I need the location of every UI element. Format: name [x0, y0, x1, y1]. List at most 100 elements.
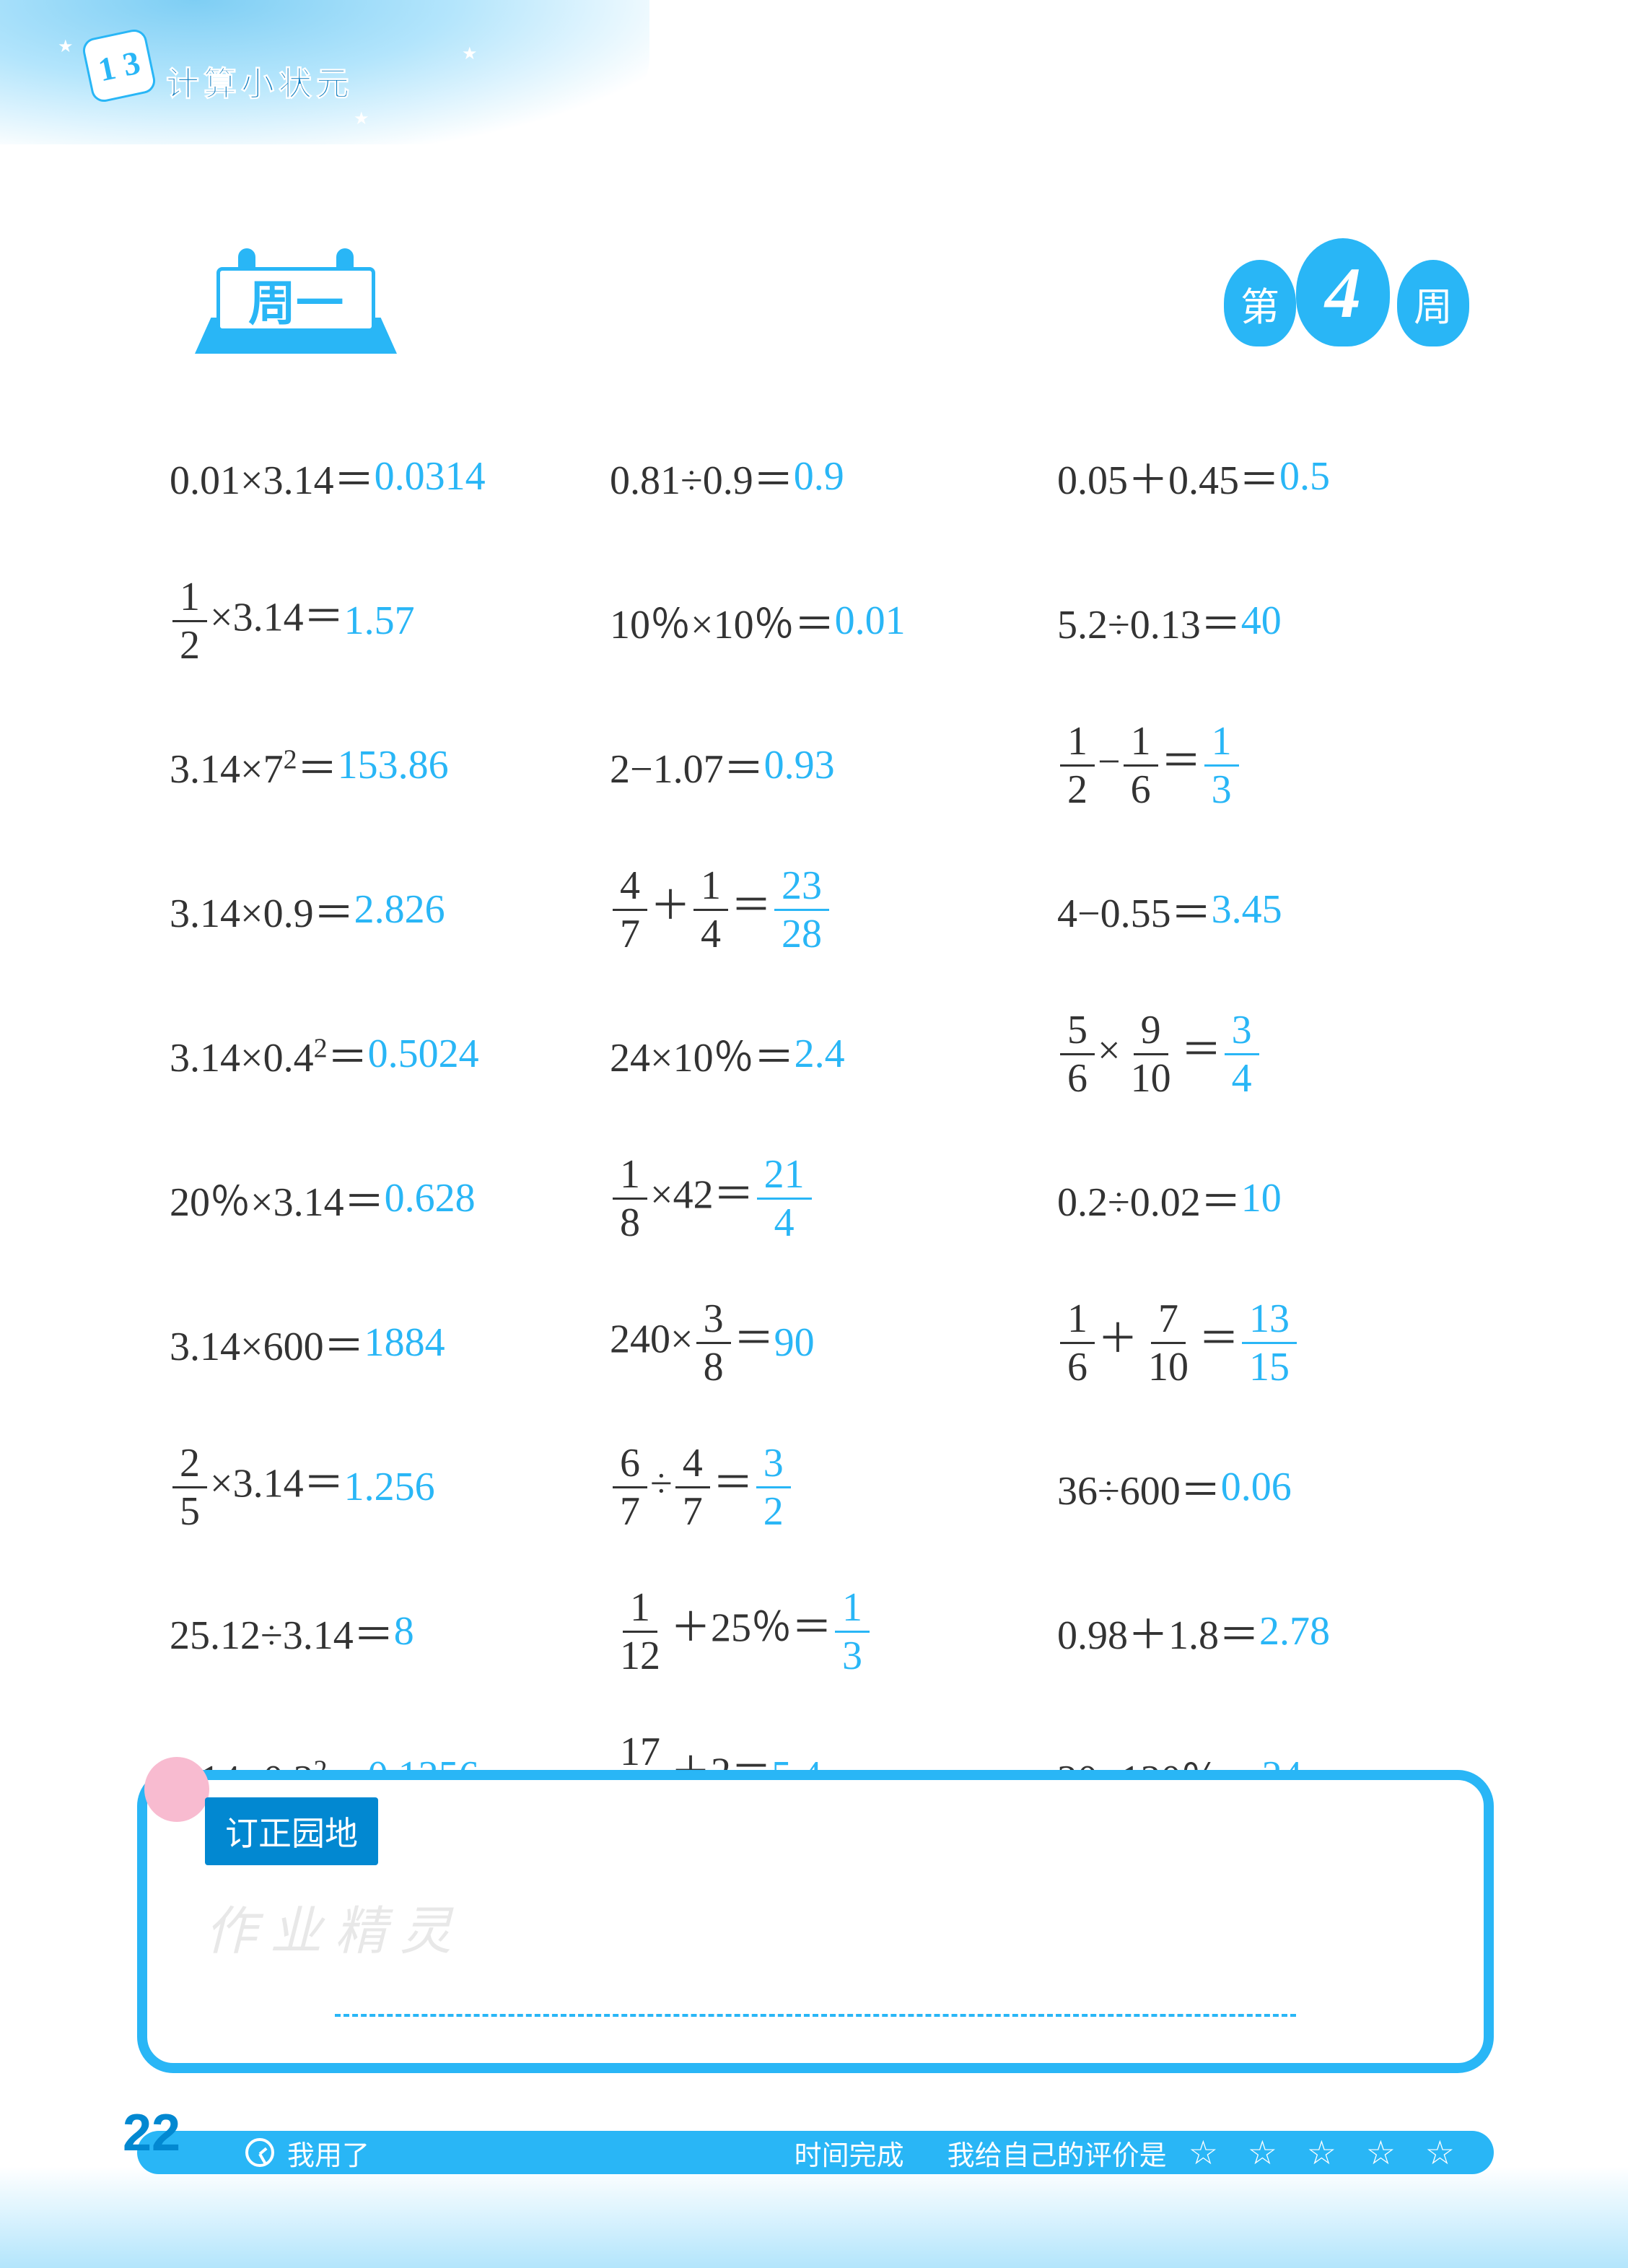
correction-title: 订正园地	[205, 1797, 378, 1865]
page-number: 22	[123, 2103, 180, 2163]
problem-expression: 20％×3.14＝	[170, 1169, 385, 1228]
problem-cell: 4−0.55＝3.45	[1057, 837, 1418, 982]
problem-answer: 153.86	[338, 742, 449, 788]
problem-cell: 112＋25％＝13	[610, 1559, 992, 1704]
problem-answer: 1315	[1239, 1299, 1300, 1387]
star-icon: ★	[354, 108, 369, 129]
series-title: 计算小状元	[166, 58, 354, 105]
problem-answer: 0.5024	[368, 1031, 479, 1077]
problem-expression: 25×3.14＝	[170, 1443, 344, 1532]
problem-cell: 24×10％＝2.4	[610, 982, 992, 1126]
problem-expression: 0.2÷0.02＝	[1057, 1169, 1241, 1228]
problem-answer: 2.4	[795, 1031, 845, 1077]
problem-expression: 3.14×0.42＝	[170, 1025, 368, 1083]
problem-expression: 4−0.55＝	[1057, 881, 1212, 939]
day-label: 周一	[216, 267, 375, 332]
problem-cell: 3.14×0.42＝0.5024	[170, 982, 545, 1126]
problem-expression: 36÷600＝	[1057, 1458, 1221, 1517]
problem-cell: 240×38＝90	[610, 1270, 992, 1415]
problem-expression: 12−16＝	[1057, 721, 1202, 810]
problem-cell: 0.81÷0.9＝0.9	[610, 404, 992, 549]
problem-expression: 0.01×3.14＝	[170, 448, 375, 506]
time-label: 我用了	[287, 2133, 369, 2173]
problem-answer: 2328	[771, 865, 832, 954]
problem-cell: 56×910＝34	[1057, 982, 1418, 1126]
problem-cell: 0.98＋1.8＝2.78	[1057, 1559, 1418, 1704]
problem-expression: 240×38＝	[610, 1299, 774, 1387]
problem-answer: 0.0314	[375, 453, 486, 500]
page-footer: 22 我用了 时间完成 我给自己的评价是 ☆ ☆ ☆ ☆ ☆	[0, 2109, 1628, 2268]
problem-cell: 10％×10％＝0.01	[610, 549, 992, 693]
problem-expression: 56×910＝	[1057, 1010, 1222, 1099]
star-icon: ★	[58, 36, 74, 57]
problem-answer: 90	[774, 1320, 815, 1366]
rating-label: 我给自己的评价是	[948, 2133, 1167, 2173]
balloon-suffix: 周	[1397, 260, 1469, 346]
dashed-divider	[335, 2014, 1296, 2017]
problem-answer: 8	[394, 1608, 414, 1654]
cube-icon: 1 3	[81, 27, 158, 105]
day-badge: 周一	[195, 245, 397, 354]
problem-cell: 18×42＝214	[610, 1126, 992, 1270]
problem-answer: 0.06	[1221, 1464, 1292, 1510]
watermark-text: 作业精灵	[205, 1888, 465, 1964]
problem-answer: 0.93	[764, 742, 835, 788]
problem-cell: 12×3.14＝1.57	[170, 549, 545, 693]
problem-cell: 3.14×600＝1884	[170, 1270, 545, 1415]
problem-answer: 13	[1202, 721, 1242, 810]
problem-answer: 40	[1241, 598, 1282, 644]
balloon-prefix: 第	[1224, 260, 1296, 346]
problem-answer: 214	[754, 1154, 815, 1243]
problem-cell: 20％×3.14＝0.628	[170, 1126, 545, 1270]
problem-expression: 25.12÷3.14＝	[170, 1602, 394, 1661]
problem-expression: 0.98＋1.8＝	[1057, 1602, 1259, 1661]
problem-answer: 1884	[364, 1320, 445, 1366]
problem-cell: 2−1.07＝0.93	[610, 693, 992, 837]
star-icon: ★	[462, 43, 478, 64]
problem-expression: 0.05＋0.45＝	[1057, 448, 1279, 506]
problem-cell: 0.01×3.14＝0.0314	[170, 404, 545, 549]
problem-expression: 0.81÷0.9＝	[610, 448, 794, 506]
week-badge: 第 4 周	[1224, 238, 1469, 354]
problem-answer: 0.5	[1279, 453, 1330, 500]
footer-band: 我用了 时间完成 我给自己的评价是 ☆ ☆ ☆ ☆ ☆	[137, 2131, 1494, 2174]
problem-answer: 13	[832, 1587, 872, 1676]
problem-expression: 112＋25％＝	[610, 1587, 832, 1676]
problem-cell: 5.2÷0.13＝40	[1057, 549, 1418, 693]
problem-expression: 3.14×72＝	[170, 736, 338, 795]
problem-expression: 16＋710＝	[1057, 1299, 1239, 1387]
problem-cell: 25.12÷3.14＝8	[170, 1559, 545, 1704]
problem-answer: 10	[1241, 1175, 1282, 1221]
clock-icon	[245, 2138, 274, 2167]
problem-cell: 3.14×0.9＝2.826	[170, 837, 545, 982]
balloon-number: 4	[1296, 238, 1390, 346]
problem-cell: 25×3.14＝1.256	[170, 1415, 545, 1559]
problem-answer: 2.78	[1259, 1608, 1330, 1654]
problem-expression: 2−1.07＝	[610, 736, 764, 795]
problem-expression: 12×3.14＝	[170, 577, 344, 666]
time-suffix: 时间完成	[795, 2133, 904, 2173]
problem-expression: 24×10％＝	[610, 1025, 795, 1083]
problem-cell: 0.2÷0.02＝10	[1057, 1126, 1418, 1270]
problem-cell: 36÷600＝0.06	[1057, 1415, 1418, 1559]
problem-answer: 3.45	[1212, 886, 1282, 933]
problem-cell: 47＋14＝2328	[610, 837, 992, 982]
problem-expression: 5.2÷0.13＝	[1057, 592, 1241, 650]
problem-answer: 1.57	[344, 598, 415, 644]
problem-expression: 3.14×0.9＝	[170, 881, 354, 939]
problem-answer: 34	[1222, 1010, 1262, 1099]
problem-answer: 0.9	[794, 453, 844, 500]
problem-cell: 3.14×72＝153.86	[170, 693, 545, 837]
problem-cell: 67÷47＝32	[610, 1415, 992, 1559]
problem-answer: 2.826	[354, 886, 445, 933]
problem-expression: 67÷47＝	[610, 1443, 753, 1532]
rating-stars: ☆ ☆ ☆ ☆ ☆	[1189, 2133, 1465, 2172]
problems-grid: 0.01×3.14＝0.03140.81÷0.9＝0.90.05＋0.45＝0.…	[170, 404, 1497, 1848]
problem-cell: 0.05＋0.45＝0.5	[1057, 404, 1418, 549]
problem-cell: 16＋710＝1315	[1057, 1270, 1418, 1415]
problem-answer: 32	[753, 1443, 794, 1532]
problem-answer: 1.256	[344, 1464, 435, 1510]
correction-box: 订正园地 作业精灵	[137, 1770, 1494, 2073]
problem-expression: 47＋14＝	[610, 865, 771, 954]
problem-answer: 0.628	[385, 1175, 476, 1221]
